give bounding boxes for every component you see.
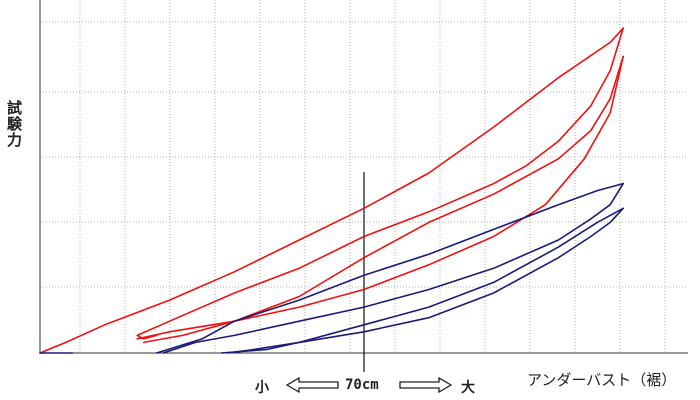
- x-axis-label: アンダーバスト（裾）: [527, 371, 677, 389]
- grid: [40, 0, 688, 353]
- scale-center-label: 70cm: [345, 377, 379, 393]
- series-0-curve-2: [136, 55, 625, 340]
- series-0-curve-0: [39, 27, 625, 354]
- series-1-curve-3: [220, 207, 625, 354]
- series-0-curve-1: [136, 27, 625, 340]
- series-1-curve-1: [155, 182, 625, 354]
- scale-small-label: 小: [255, 380, 269, 396]
- left-arrow-icon: [285, 377, 339, 393]
- series-1-curve-2: [162, 182, 625, 354]
- series-1-curve-4: [227, 207, 625, 354]
- right-arrow-icon: [399, 377, 453, 393]
- series-layer: [39, 27, 625, 354]
- size-scale-annotation: 小 70cm 大: [0, 377, 500, 397]
- scale-large-label: 大: [461, 380, 475, 396]
- y-axis-label: 試験力: [5, 100, 23, 148]
- series-0-curve-3: [142, 55, 625, 344]
